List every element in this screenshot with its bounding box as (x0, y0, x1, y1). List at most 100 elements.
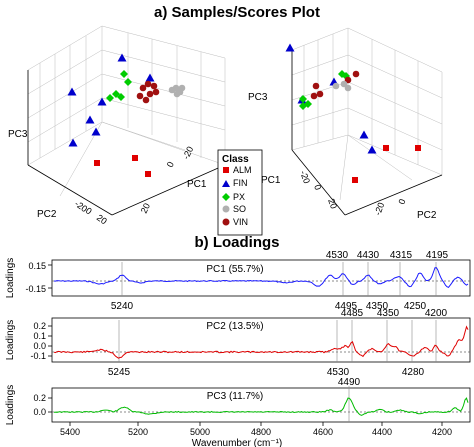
score-point-vin-16 (146, 90, 154, 98)
score-point-px-8 (124, 78, 132, 86)
right-tick-2: 0 (312, 183, 323, 191)
left-tick-5: 0 (165, 160, 176, 169)
score-point-vin-17 (152, 88, 160, 96)
score-point-px-11 (117, 93, 125, 101)
x-axis-label: Wavenumber (cm⁻¹) (192, 438, 282, 447)
pc3-series-label: PC3 (11.7%) (207, 391, 264, 402)
score-point-fin-2 (67, 87, 77, 96)
pc2-mark-4530: 4530 (327, 367, 350, 378)
pc1-mark-4430: 4430 (357, 250, 380, 261)
pc1-mark-4350: 4350 (366, 301, 389, 312)
right-tick-5: 0 (396, 198, 407, 206)
score-point-fin-0 (117, 53, 127, 62)
class-legend: Class ALM FIN PX SO VIN (217, 149, 263, 236)
score-point-alm-20 (352, 177, 358, 183)
left-axis-label-x: PC1 (187, 179, 207, 190)
left-axis-label-z: PC3 (8, 129, 28, 140)
score-point-vin-12 (312, 82, 320, 90)
score-point-vin-10 (352, 70, 360, 78)
right-points (285, 43, 421, 183)
wavenumber-axis: 5400 5200 5000 4800 4600 4400 4200 Waven… (60, 422, 452, 447)
title-loadings: b) Loadings (195, 234, 280, 251)
pc3-ylabel: Loadings (5, 385, 16, 426)
score-point-vin-15 (136, 92, 144, 100)
score-point-fin-3 (97, 97, 107, 106)
score-point-fin-4 (367, 145, 377, 154)
right-tick-3: 20 (326, 197, 339, 210)
score-point-vin-18 (142, 96, 150, 104)
score-point-vin-14 (150, 82, 158, 90)
score-point-px-7 (299, 95, 307, 103)
pc2-ytick-2: 0.1 (33, 331, 46, 341)
scores-3d-right: PC3 PC1 PC2 -20 0 20 -20 0 (248, 27, 443, 221)
scores-3d-left: PC3 PC1 PC2 -20 0 20 -20 0 20 (8, 25, 226, 226)
pc1-frame (51, 259, 471, 297)
pc3-loading-line (53, 397, 469, 416)
pc1-mark-4195: 4195 (426, 250, 449, 261)
score-point-px-10 (106, 94, 114, 102)
right-tick-4: -20 (372, 201, 386, 217)
legend-label-alm: ALM (233, 165, 252, 175)
legend-marker-so (222, 205, 230, 213)
left-tick-3: 20 (95, 212, 109, 226)
pc1-mark-4250: 4250 (404, 301, 427, 312)
pc2-ytick-1: 0.2 (33, 321, 46, 331)
left-points (67, 53, 186, 177)
xtick-5200: 5200 (128, 427, 148, 437)
pc2-series-label: PC2 (13.5%) (206, 321, 263, 332)
pc2-mark-4200: 4200 (425, 308, 448, 319)
legend-marker-px (222, 193, 230, 201)
loadings-pc1: 0.15 -0.15 Loadings PC1 (55.7%) 4530 443… (5, 250, 471, 312)
xtick-4800: 4800 (251, 427, 271, 437)
pc2-ylabel: Loadings (5, 320, 16, 361)
legend-label-px: PX (233, 192, 245, 202)
pc2-ytick-4: -0.1 (30, 351, 46, 361)
xtick-4600: 4600 (313, 427, 333, 437)
score-point-alm-25 (132, 155, 138, 161)
legend-label-fin: FIN (233, 178, 248, 188)
right-axis-label-z: PC3 (248, 92, 268, 103)
score-point-px-9 (299, 102, 307, 110)
score-point-fin-0 (285, 43, 295, 52)
score-point-so-15 (332, 82, 340, 90)
pc3-mark-4490: 4490 (338, 377, 361, 388)
pc1-mark-5240: 5240 (111, 301, 134, 312)
pc1-ytick-top: 0.15 (28, 261, 46, 271)
score-point-alm-24 (94, 160, 100, 166)
legend-title: Class (222, 154, 249, 165)
pc1-ylabel: Loadings (5, 258, 16, 299)
pc1-mark-4315: 4315 (390, 250, 413, 261)
left-axis-label-y: PC2 (37, 209, 57, 220)
score-point-vin-13 (144, 80, 152, 88)
score-point-alm-26 (145, 171, 151, 177)
pc2-mark-4485: 4485 (341, 308, 364, 319)
left-box-grid (27, 25, 226, 197)
pc1-loading-line (53, 267, 469, 289)
xtick-4400: 4400 (372, 427, 392, 437)
legend-marker-fin (222, 180, 230, 187)
left-tick-2: 0 (84, 205, 94, 216)
pc2-mark-4350: 4350 (377, 308, 400, 319)
score-point-alm-18 (383, 145, 389, 151)
right-box-grid (291, 27, 443, 201)
score-point-fin-5 (91, 127, 101, 136)
title-samples-scores: a) Samples/Scores Plot (154, 4, 320, 21)
score-point-fin-3 (359, 130, 369, 139)
pc2-loading-line (53, 325, 469, 359)
score-point-so-22 (178, 84, 186, 92)
pc1-series-label: PC1 (55.7%) (206, 264, 263, 275)
score-point-fin-4 (85, 115, 95, 124)
legend-label-so: SO (233, 204, 246, 214)
loadings-pc2: 0.2 0.1 0.0 -0.1 Loadings PC2 (13.5%) 44… (5, 308, 471, 378)
score-point-so-20 (172, 84, 180, 92)
pc1-ytick-bottom: -0.15 (25, 284, 46, 294)
pc2-mark-5245: 5245 (108, 367, 131, 378)
score-point-alm-19 (415, 145, 421, 151)
legend-marker-alm (223, 167, 229, 173)
score-point-fin-6 (68, 138, 78, 147)
pc2-frame (51, 317, 471, 363)
pc2-mark-4280: 4280 (402, 367, 425, 378)
pc1-mark-4530: 4530 (326, 250, 349, 261)
score-point-vin-11 (344, 76, 352, 84)
